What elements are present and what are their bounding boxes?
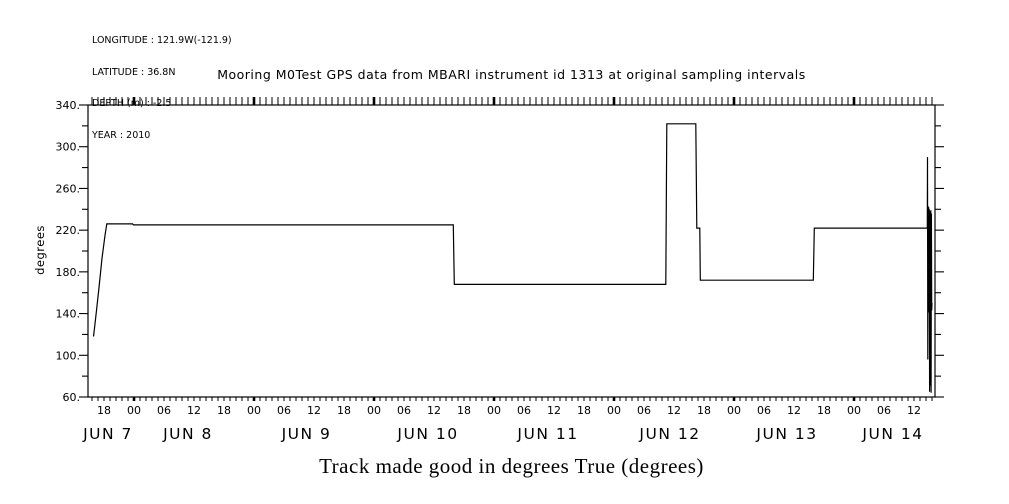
date-label: JUN 14 bbox=[861, 425, 923, 443]
date-label: JUN 12 bbox=[638, 425, 700, 443]
y-tick-label: 340. bbox=[56, 99, 81, 112]
hour-tick-label: 18 bbox=[577, 404, 591, 417]
metadata-block: LONGITUDE : 121.9W(-121.9) LATITUDE : 36… bbox=[92, 15, 232, 162]
hour-tick-label: 06 bbox=[157, 404, 171, 417]
hour-tick-label: 06 bbox=[277, 404, 291, 417]
hour-tick-label: 12 bbox=[907, 404, 921, 417]
latitude-text: LATITUDE : 36.8N bbox=[92, 66, 176, 78]
hour-tick-label: 18 bbox=[817, 404, 831, 417]
hour-tick-label: 12 bbox=[547, 404, 561, 417]
hour-tick-label: 00 bbox=[727, 404, 741, 417]
hour-tick-label: 00 bbox=[847, 404, 861, 417]
hour-tick-label: 06 bbox=[397, 404, 411, 417]
date-label: JUN 9 bbox=[281, 425, 332, 443]
hour-tick-label: 18 bbox=[97, 404, 111, 417]
hour-tick-label: 06 bbox=[517, 404, 531, 417]
hour-tick-label: 06 bbox=[637, 404, 651, 417]
hour-tick-label: 00 bbox=[367, 404, 381, 417]
data-line-track-made-good bbox=[92, 123, 933, 393]
hour-tick-label: 00 bbox=[247, 404, 261, 417]
hour-tick-label: 18 bbox=[217, 404, 231, 417]
hour-tick-label: 06 bbox=[877, 404, 891, 417]
date-label: JUN 8 bbox=[162, 425, 213, 443]
hour-tick-label: 12 bbox=[667, 404, 681, 417]
chart-title: Mooring M0Test GPS data from MBARI instr… bbox=[217, 67, 806, 82]
hour-tick-label: 12 bbox=[787, 404, 801, 417]
axis-box bbox=[87, 104, 936, 398]
date-label: JUN 11 bbox=[516, 425, 578, 443]
year-text: YEAR : 2010 bbox=[92, 129, 151, 141]
hour-tick-label: 00 bbox=[607, 404, 621, 417]
date-label: JUN 7 bbox=[82, 425, 133, 443]
y-tick-label: 60. bbox=[63, 391, 81, 404]
hour-tick-label: 06 bbox=[757, 404, 771, 417]
date-label: JUN 10 bbox=[396, 425, 458, 443]
hour-tick-label: 12 bbox=[187, 404, 201, 417]
date-label: JUN 13 bbox=[755, 425, 817, 443]
longitude-text: LONGITUDE : 121.9W(-121.9) bbox=[92, 35, 232, 46]
y-tick-label: 260. bbox=[56, 182, 81, 195]
x-axis-caption: Track made good in degrees True (degrees… bbox=[319, 454, 704, 478]
y-tick-label: 220. bbox=[56, 224, 81, 237]
hour-tick-label: 18 bbox=[457, 404, 471, 417]
hour-tick-label: 12 bbox=[427, 404, 441, 417]
y-tick-label: 300. bbox=[56, 141, 81, 154]
hour-tick-label: 12 bbox=[307, 404, 321, 417]
depth-text: DEPTH (m) : -2.5 bbox=[92, 98, 172, 109]
hour-tick-label: 18 bbox=[337, 404, 351, 417]
y-tick-label: 100. bbox=[56, 349, 81, 362]
y-tick-label: 140. bbox=[56, 308, 81, 321]
y-tick-label: 180. bbox=[56, 266, 81, 279]
hour-tick-label: 00 bbox=[487, 404, 501, 417]
hour-tick-label: 00 bbox=[127, 404, 141, 417]
hour-tick-label: 18 bbox=[697, 404, 711, 417]
